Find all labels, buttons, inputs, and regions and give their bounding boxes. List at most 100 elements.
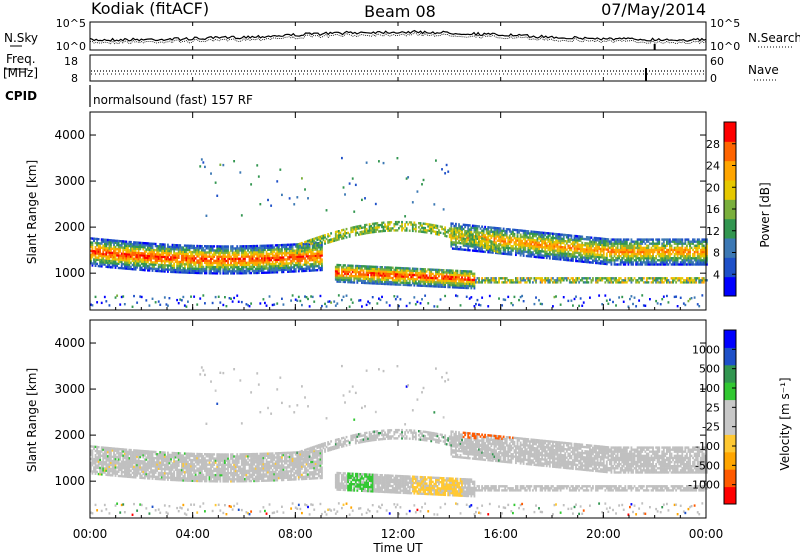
heatmap-cell [199,264,201,266]
heatmap-cell [557,233,559,235]
heatmap-cell [657,263,659,265]
heatmap-cell [521,295,523,297]
heatmap-cell [149,265,151,267]
heatmap-cell [584,252,586,254]
heatmap-cell [395,283,397,285]
heatmap-cell [461,285,463,287]
heatmap-cell [164,256,166,258]
heatmap-cell [495,231,497,233]
heatmap-cell [666,295,668,297]
heatmap-cell [507,245,509,247]
heatmap-cell [618,241,620,243]
heatmap-cell [226,249,228,251]
heatmap-cell [292,266,294,268]
heatmap-cell [229,252,231,254]
heatmap-cell [307,251,309,253]
heatmap-cell [310,243,312,245]
heatmap-cell [284,252,286,254]
heatmap-cell [500,277,502,279]
heatmap-cell [481,226,483,228]
heatmap-cell [554,251,556,253]
heatmap-cell [264,272,266,274]
heatmap-cell [569,238,571,240]
heatmap-cell [246,268,248,270]
heatmap-cell [372,231,374,233]
heatmap-cell [349,277,351,279]
heatmap-cell [246,251,248,253]
heatmap-cell [267,199,269,201]
heatmap-cell [534,243,536,245]
heatmap-cell [611,247,613,249]
heatmap-cell [355,234,357,236]
heatmap-cell [172,256,174,258]
heatmap-cell [561,234,563,236]
heatmap-cell [623,279,625,281]
heatmap-cell [400,277,402,279]
heatmap-cell [587,261,589,263]
heatmap-cell [457,282,459,284]
heatmap-cell [623,253,625,255]
heatmap-cell [453,229,455,231]
heatmap-cell [366,304,368,306]
heatmap-cell [631,277,633,279]
heatmap-cell [295,270,297,272]
heatmap-cell [652,253,654,255]
heatmap-cell [607,277,609,279]
heatmap-cell [634,249,636,251]
heatmap-cell [515,250,517,252]
heatmap-cell [457,272,459,274]
heatmap-cell [623,247,625,249]
heatmap-cell [99,255,101,257]
heatmap-cell [561,238,563,240]
nsky-trace [90,31,706,42]
heatmap-cell [190,296,192,298]
heatmap-cell [283,271,285,273]
heatmap-cell [125,257,127,259]
heatmap-cell [187,272,189,274]
heatmap-cell [315,253,317,255]
heatmap-cell [364,228,366,230]
heatmap-cell [118,244,120,246]
heatmap-cell [125,249,127,251]
heatmap-cell [457,295,459,297]
heatmap-cell [631,245,633,247]
heatmap-cell [298,296,300,298]
heatmap-cell [95,250,97,252]
heatmap-cell [477,229,479,231]
heatmap-cell [233,264,235,266]
heatmap-cell [167,305,169,307]
heatmap-cell [338,230,340,232]
heatmap-cell [514,296,516,298]
heatmap-cell [407,284,409,286]
heatmap-cell [276,246,278,248]
heatmap-cell [307,268,309,270]
heatmap-cell [315,263,317,265]
heatmap-cell [276,302,278,304]
heatmap-cell [575,296,577,298]
heatmap-cell [192,270,194,272]
heatmap-cell [218,266,220,268]
heatmap-cell [664,247,666,249]
heatmap-cell [541,250,543,252]
heatmap-cell [500,232,502,234]
heatmap-cell [233,256,235,258]
heatmap-cell [307,197,309,199]
heatmap-cell [638,281,640,283]
heatmap-cell [133,264,135,266]
heatmap-cell [238,247,240,249]
heatmap-cell [384,281,386,283]
heatmap-cell [641,277,643,279]
heatmap-cell [281,298,283,300]
heatmap-cell [161,249,163,251]
heatmap-cell [564,244,566,246]
heatmap-cell [264,265,266,267]
heatmap-cell [179,269,181,271]
heatmap-cell [572,281,574,283]
heatmap-cell [176,257,178,259]
heatmap-cell [657,277,659,279]
heatmap-cell [427,302,429,304]
heatmap-cell [133,254,135,256]
heatmap-cell [461,226,463,228]
heatmap-cell [397,223,399,225]
heatmap-cell [449,276,451,278]
